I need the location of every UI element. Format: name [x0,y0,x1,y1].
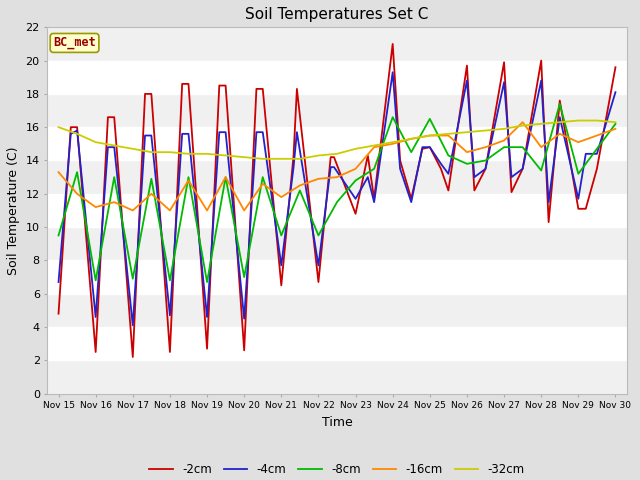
Bar [47,60,627,94]
Bar [47,260,627,294]
Bar [47,360,627,394]
Bar [47,160,627,194]
Title: Soil Temperatures Set C: Soil Temperatures Set C [245,7,429,22]
Y-axis label: Soil Temperature (C): Soil Temperature (C) [7,146,20,275]
X-axis label: Time: Time [322,416,353,429]
Bar [47,294,627,327]
Legend: -2cm, -4cm, -8cm, -16cm, -32cm: -2cm, -4cm, -8cm, -16cm, -32cm [144,458,530,480]
Text: BC_met: BC_met [53,36,96,49]
Bar [47,127,627,160]
Bar [47,194,627,227]
Bar [47,94,627,127]
Bar [47,227,627,260]
Bar [47,327,627,360]
Bar [47,27,627,60]
